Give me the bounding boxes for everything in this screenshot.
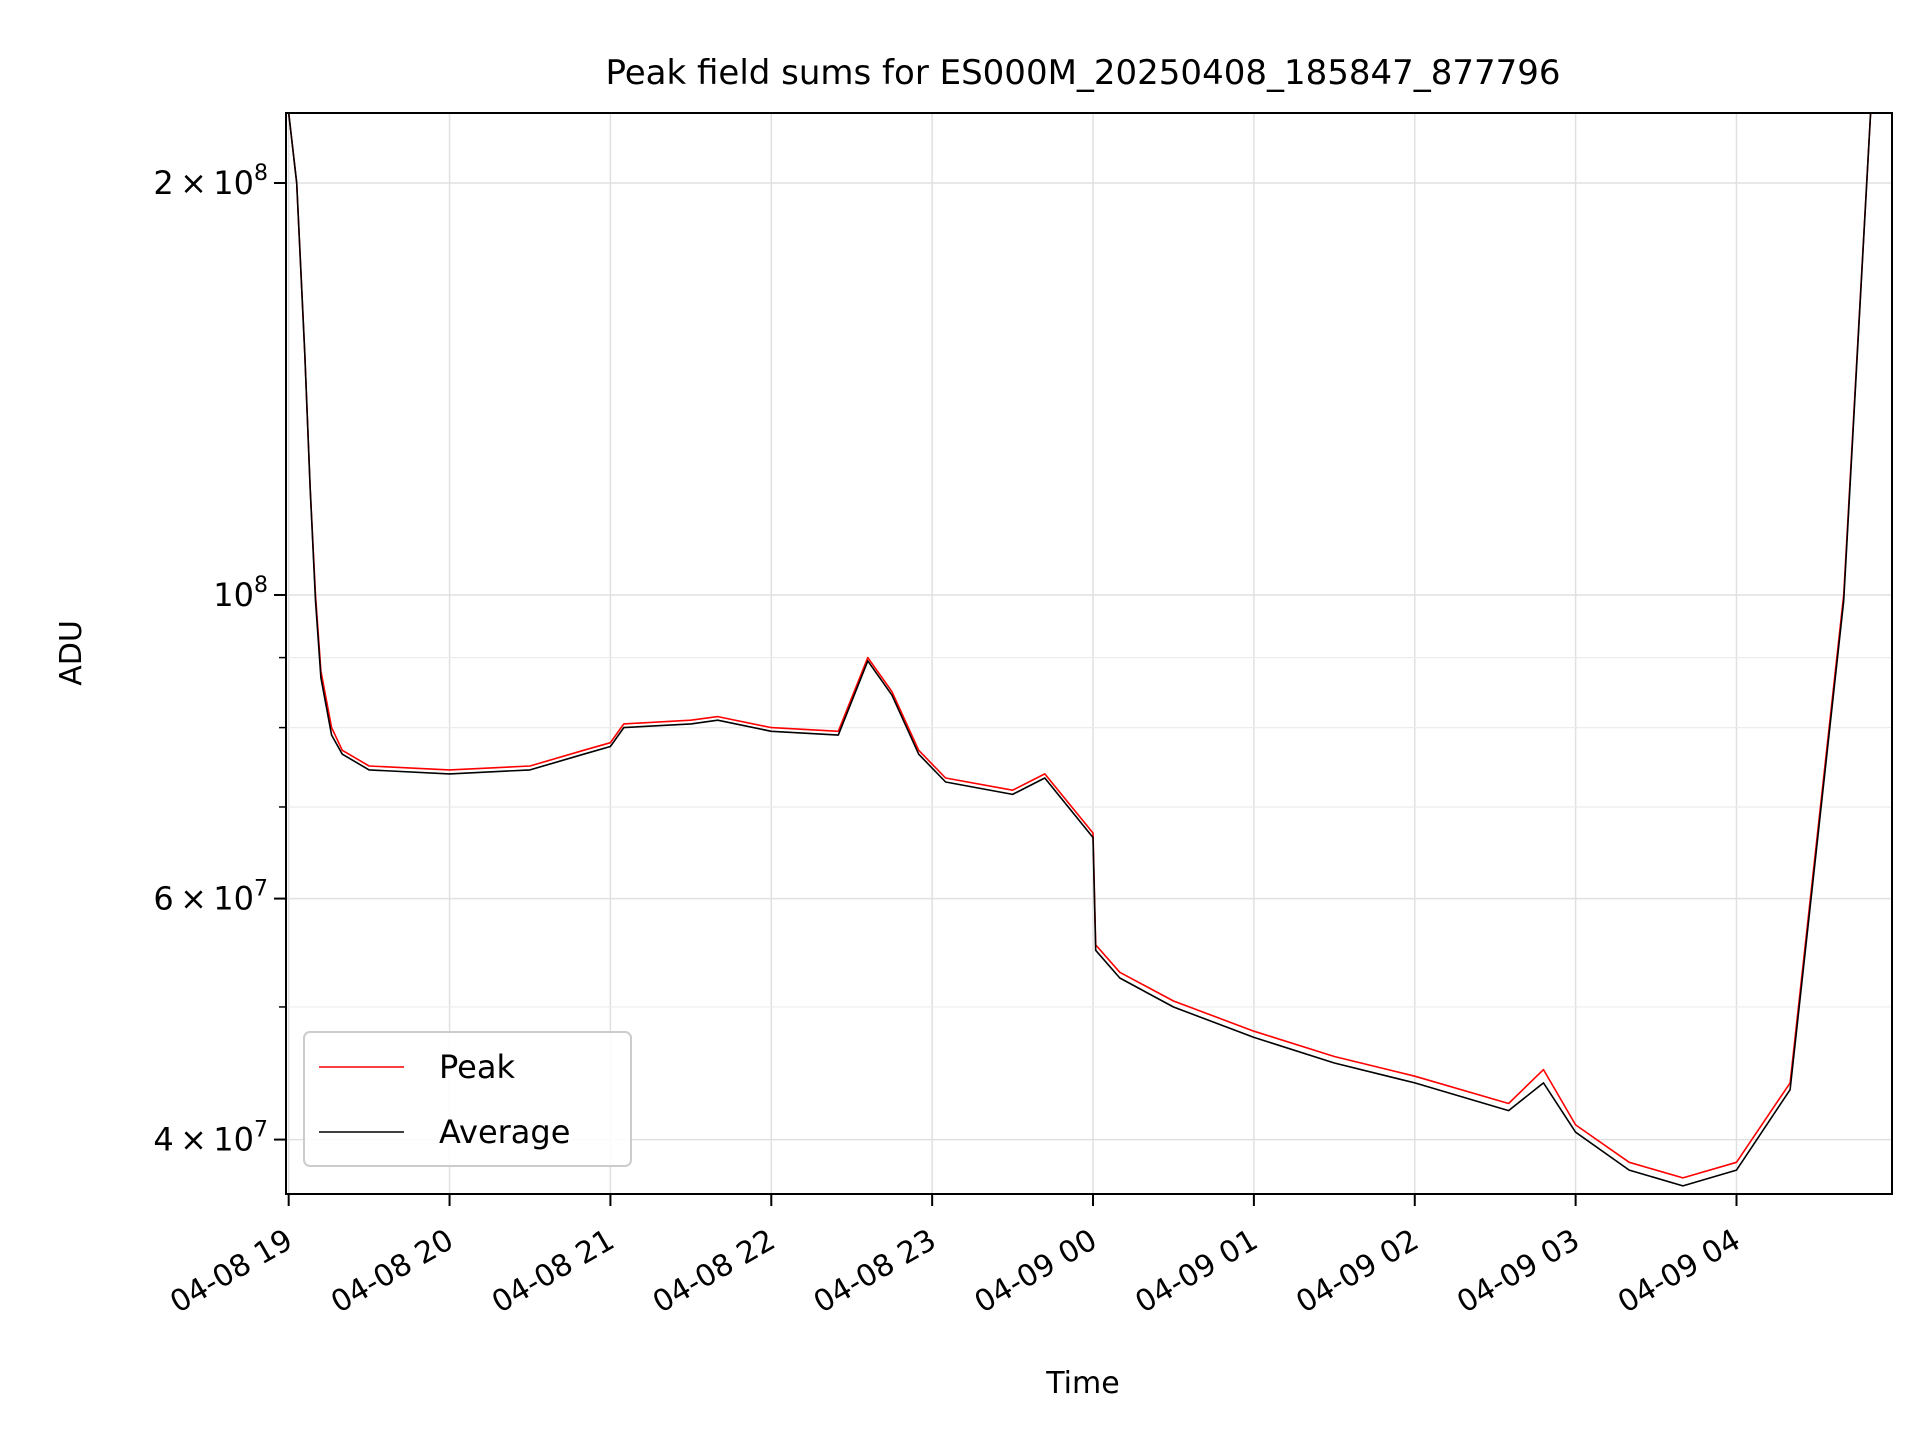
y-tick-label: 6 × 107 bbox=[153, 877, 268, 918]
y-tick-label: 4 × 107 bbox=[153, 1118, 268, 1159]
series-line-average bbox=[287, 113, 1872, 1187]
series-layer bbox=[287, 113, 1872, 1187]
y-axis-label: ADU bbox=[54, 620, 89, 686]
y-tick-label: 2 × 108 bbox=[153, 161, 268, 202]
chart-title: Peak field sums for ES000M_20250408_1858… bbox=[605, 53, 1560, 93]
legend-average-label: Average bbox=[439, 1113, 570, 1151]
x-axis-label: Time bbox=[1045, 1366, 1119, 1401]
grid bbox=[286, 113, 1892, 1194]
plot-frame bbox=[285, 112, 1893, 1195]
legend-peak-label: Peak bbox=[439, 1048, 515, 1086]
series-line-peak bbox=[287, 113, 1872, 1179]
legend: Peak Average bbox=[303, 1031, 632, 1167]
